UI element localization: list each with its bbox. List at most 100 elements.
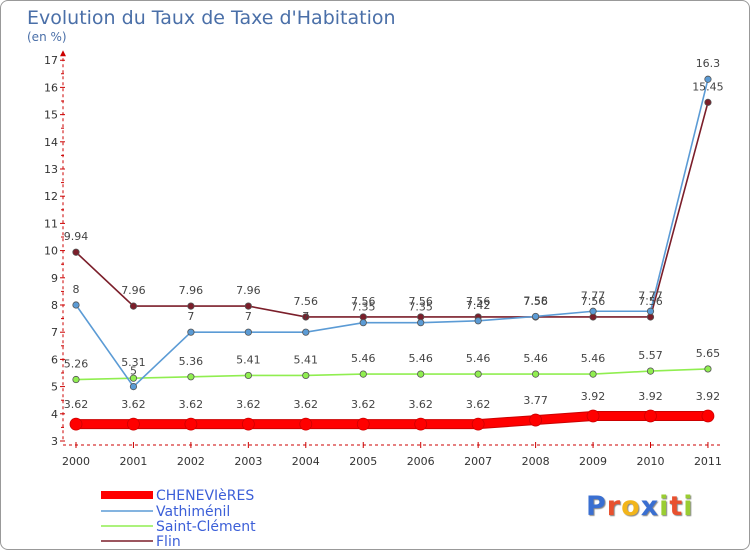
- data-label: 3.77: [523, 394, 548, 407]
- series-line-chenevieres: [76, 411, 708, 429]
- data-label: 7.35: [351, 301, 376, 314]
- data-point: [474, 317, 482, 325]
- y-tick-label: 17: [44, 54, 58, 67]
- data-point: [704, 98, 712, 106]
- data-point: [72, 301, 80, 309]
- y-tick-label: 13: [44, 163, 58, 176]
- data-label: 7.96: [236, 284, 261, 297]
- data-label: 3.92: [638, 390, 663, 403]
- x-tick-label: 2010: [637, 455, 665, 468]
- y-tick-label: 14: [44, 136, 58, 149]
- proxiti-logo: Proxiti: [586, 491, 694, 522]
- data-label: 7.56: [466, 295, 491, 308]
- data-label: 7: [187, 310, 194, 323]
- data-point: [417, 319, 425, 327]
- data-point: [471, 417, 485, 431]
- data-label: 3.62: [121, 398, 146, 411]
- x-tick-label: 2003: [234, 455, 262, 468]
- data-point: [414, 417, 428, 431]
- x-tick-label: 2005: [349, 455, 377, 468]
- data-label: 5.46: [581, 352, 606, 365]
- y-tick-label: 7: [51, 326, 58, 339]
- x-tick-label: 2006: [407, 455, 435, 468]
- y-tick-label: 4: [51, 408, 58, 421]
- x-tick-label: 2008: [522, 455, 550, 468]
- data-point: [129, 382, 138, 391]
- data-label: 3.62: [408, 398, 433, 411]
- chart-title: Evolution du Taux de Taxe d'Habitation: [27, 7, 396, 29]
- data-label: 7.56: [294, 295, 319, 308]
- chart-subtitle: (en %): [27, 30, 67, 44]
- data-point: [646, 307, 655, 315]
- series-line: [75, 102, 709, 318]
- data-point: [187, 373, 195, 381]
- y-tick-label: 6: [51, 353, 58, 366]
- data-label: 5.46: [408, 352, 433, 365]
- legend-label: Vathiménil: [156, 504, 230, 520]
- data-label: 3.92: [581, 390, 606, 403]
- logo-letter: t: [669, 491, 684, 522]
- data-label: 3.62: [179, 398, 204, 411]
- y-tick-label: 11: [44, 217, 58, 230]
- data-point: [72, 248, 80, 256]
- data-label: 5.41: [236, 353, 261, 366]
- data-point: [302, 313, 310, 321]
- data-point: [187, 302, 195, 310]
- data-label: 3.62: [294, 398, 319, 411]
- data-label: 5.46: [466, 352, 491, 365]
- logo-letter: x: [640, 491, 660, 522]
- data-label: 7.56: [581, 295, 606, 308]
- data-label: 7.56: [408, 295, 433, 308]
- data-label: 7.56: [523, 295, 548, 308]
- data-label: 15.45: [692, 80, 724, 93]
- data-label: 7.77: [581, 289, 606, 302]
- data-label: 5: [130, 365, 137, 378]
- data-label: 7: [302, 310, 309, 323]
- data-label: 5.46: [351, 352, 376, 365]
- data-point: [644, 409, 657, 423]
- data-point: [241, 417, 255, 431]
- x-tick-label: 2011: [694, 455, 722, 468]
- data-label: 3.62: [236, 398, 261, 411]
- data-label: 5.46: [523, 352, 548, 365]
- data-point: [129, 302, 138, 310]
- data-label: 7.56: [351, 295, 376, 308]
- y-tick-label: 15: [44, 109, 58, 122]
- data-label: 7.56: [638, 295, 663, 308]
- data-point: [302, 328, 310, 336]
- data-label: 7.77: [638, 289, 663, 302]
- data-label: 5.26: [64, 358, 89, 371]
- data-point: [72, 375, 80, 384]
- data-point: [704, 365, 712, 373]
- x-tick-label: 2000: [62, 455, 90, 468]
- logo-letter: i: [659, 491, 670, 522]
- y-axis-arrow: [60, 50, 66, 57]
- y-tick-label: 5: [51, 381, 58, 394]
- data-label: 7.35: [408, 301, 433, 314]
- data-label: 7.96: [179, 284, 204, 297]
- x-tick-label: 2004: [292, 455, 320, 468]
- data-point: [69, 417, 83, 431]
- data-point: [299, 417, 313, 431]
- x-tick-label: 2002: [177, 455, 205, 468]
- data-label: 7: [245, 310, 252, 323]
- data-label: 3.62: [351, 398, 376, 411]
- data-point: [586, 409, 600, 423]
- legend-label: CHENEVIèRES: [156, 488, 254, 504]
- x-tick-label: 2009: [579, 455, 607, 468]
- data-label: 5.57: [638, 349, 663, 362]
- data-point: [646, 367, 655, 375]
- data-point: [244, 302, 252, 310]
- data-label: 7.96: [121, 284, 146, 297]
- data-label: 7.42: [466, 299, 491, 312]
- y-tick-label: 12: [44, 190, 58, 203]
- x-tick-label: 2001: [119, 455, 147, 468]
- y-tick-label: 16: [44, 81, 58, 94]
- data-point: [127, 417, 140, 431]
- y-tick-label: 8: [51, 299, 58, 312]
- series-line: [75, 368, 708, 381]
- data-label: 5.41: [294, 353, 319, 366]
- data-point: [184, 417, 198, 431]
